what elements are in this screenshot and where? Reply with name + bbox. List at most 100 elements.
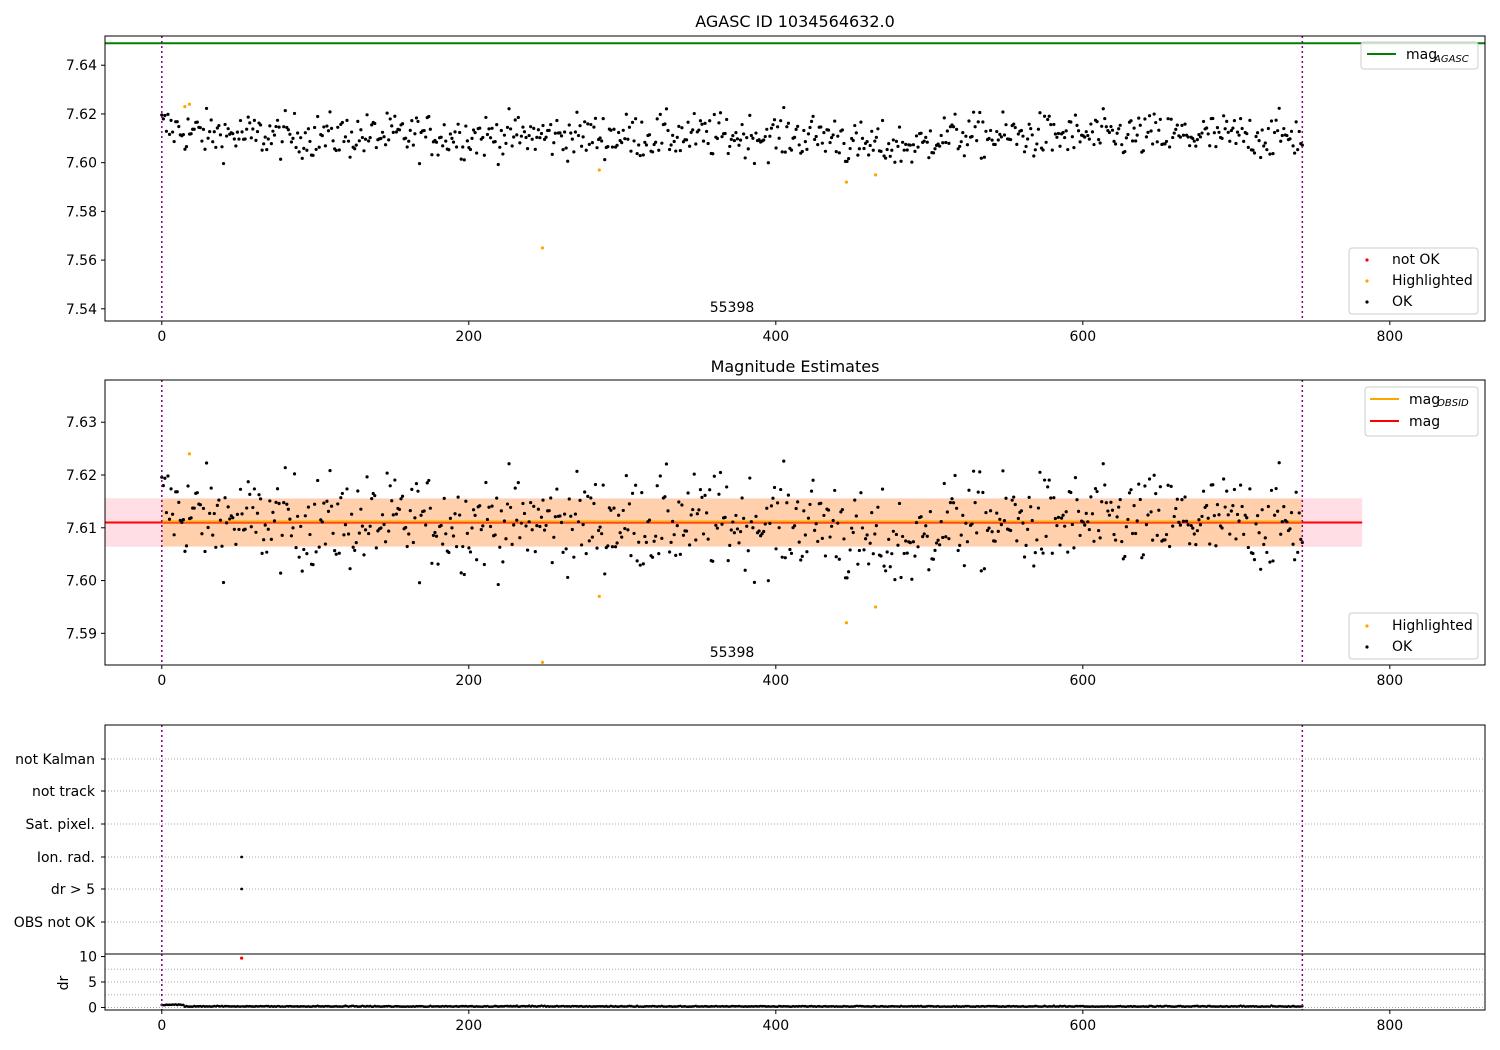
ok-point	[453, 130, 457, 134]
ok-point	[356, 489, 360, 493]
ok-point	[695, 512, 699, 516]
ok-point	[223, 122, 227, 127]
ok-point	[765, 127, 769, 131]
ok-point	[916, 545, 920, 549]
ok-point	[444, 139, 448, 143]
ok-point	[1155, 533, 1159, 538]
ok-point	[1274, 118, 1278, 122]
ok-point	[981, 490, 985, 495]
ok-point	[1229, 509, 1233, 513]
ok-point	[328, 468, 332, 473]
flag-point	[240, 887, 244, 891]
ok-point	[1276, 509, 1280, 513]
ok-point	[390, 499, 394, 503]
ok-point	[385, 111, 389, 115]
ok-point	[931, 557, 936, 561]
ok-point	[274, 500, 278, 504]
ok-point	[884, 569, 888, 573]
ok-point	[280, 140, 284, 144]
ok-point	[1175, 123, 1179, 127]
ok-point	[1126, 132, 1130, 137]
ok-point	[1063, 135, 1067, 140]
ok-point	[1147, 114, 1152, 118]
ok-point	[641, 153, 645, 157]
ok-point	[913, 149, 917, 154]
ok-point	[708, 119, 712, 123]
ok-point	[1237, 519, 1241, 523]
ok-point	[292, 472, 297, 476]
ok-point	[1103, 483, 1107, 487]
ok-point	[813, 528, 817, 532]
ok-point	[559, 134, 564, 138]
ok-point	[910, 160, 914, 164]
ok-point	[1032, 564, 1036, 568]
ok-point	[870, 129, 874, 133]
ok-point	[945, 510, 949, 514]
ok-point	[834, 555, 838, 559]
ok-point	[925, 534, 929, 538]
ok-point	[919, 131, 923, 135]
ok-point	[751, 526, 755, 530]
ok-point	[255, 130, 260, 134]
ok-point	[1280, 520, 1284, 524]
ok-point	[365, 113, 369, 117]
ok-point	[558, 131, 562, 135]
ok-point	[840, 128, 845, 132]
ok-point	[1195, 138, 1199, 142]
ok-point	[563, 130, 567, 134]
ok-point	[1101, 107, 1105, 111]
ok-point	[1041, 551, 1045, 555]
y-tick-label: 5	[88, 975, 97, 991]
ok-point	[771, 496, 775, 500]
ok-point	[1123, 149, 1127, 154]
ok-point	[669, 540, 673, 544]
ok-point	[195, 120, 199, 124]
ok-point	[768, 134, 772, 138]
ok-point	[530, 137, 534, 141]
ok-point	[382, 522, 386, 527]
ok-point	[573, 512, 578, 516]
ok-point	[738, 530, 743, 534]
ok-point	[587, 142, 591, 146]
x-tick-label: 800	[1376, 329, 1403, 345]
ok-point	[359, 128, 363, 132]
ok-point	[717, 121, 721, 125]
ok-point	[581, 523, 585, 527]
ok-point	[416, 119, 420, 124]
ok-point	[265, 550, 269, 554]
ok-point	[667, 550, 672, 554]
ok-point	[303, 131, 307, 135]
ok-point	[961, 513, 965, 517]
ok-point	[336, 125, 340, 129]
ok-point	[859, 491, 863, 495]
ok-point	[1036, 506, 1041, 510]
ok-point	[1120, 143, 1124, 147]
ok-point	[775, 125, 780, 129]
ok-point	[1097, 528, 1101, 533]
ok-point	[701, 532, 706, 536]
ok-point	[1029, 505, 1033, 509]
ok-point	[1178, 523, 1183, 527]
ok-point	[465, 139, 469, 143]
ok-point	[938, 543, 942, 547]
ok-point	[444, 532, 448, 536]
ok-point	[742, 132, 746, 136]
ok-point	[510, 542, 514, 546]
ok-point	[674, 149, 678, 153]
ok-point	[1019, 509, 1024, 513]
ok-point	[383, 540, 388, 544]
ok-point	[317, 545, 321, 549]
ok-point	[1100, 124, 1104, 128]
ok-point	[1235, 512, 1240, 517]
ok-point	[209, 486, 213, 490]
ok-point	[553, 515, 557, 519]
ok-point	[1024, 543, 1028, 547]
ok-point	[1166, 117, 1170, 121]
ok-point	[842, 537, 846, 541]
panel-2-plot-area: 0 200 400 600 800 7.59 7.60 7.61 7.62 7.63	[66, 380, 1403, 689]
ok-point	[1126, 517, 1130, 522]
ok-point	[1222, 114, 1226, 118]
ok-point	[626, 137, 630, 141]
ok-point	[856, 562, 860, 566]
ok-point	[400, 494, 405, 498]
